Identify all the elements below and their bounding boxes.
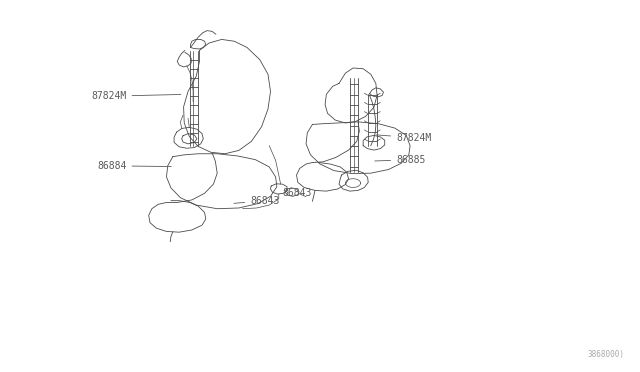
- Text: 3868000): 3868000): [588, 350, 625, 359]
- Text: 87824M: 87824M: [376, 133, 431, 142]
- Text: 86843: 86843: [282, 187, 311, 198]
- Text: 86885: 86885: [375, 155, 426, 165]
- Text: 86884: 86884: [97, 161, 172, 171]
- Text: 87824M: 87824M: [92, 91, 181, 101]
- Text: 86843: 86843: [234, 196, 280, 206]
